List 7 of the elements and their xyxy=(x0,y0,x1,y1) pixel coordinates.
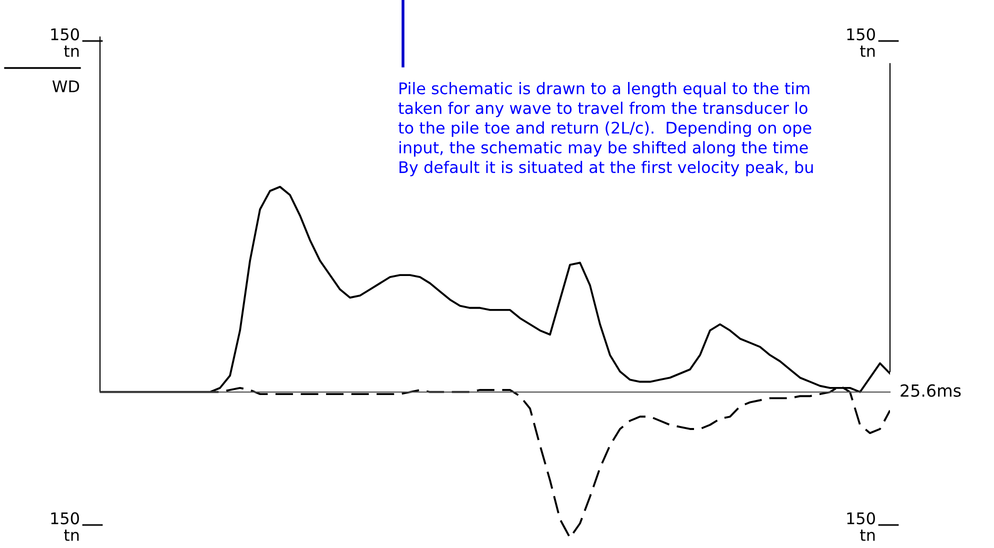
annotation: 150 tn xyxy=(847,512,875,541)
text: WD xyxy=(52,80,80,92)
text: 150 tn xyxy=(847,28,875,57)
text: 150 tn xyxy=(51,28,79,57)
text: Pile schematic is drawn to a length equal to the tim taken for any wave to travel from the transducer lo to the pile toe and return (2L/c). Depending on ope input, the schematic may be shifted along the time By default it is situated at the first velocity peak, bu xyxy=(398,82,813,176)
x-axis-title: 25.6ms xyxy=(900,384,961,397)
text: 150 tn xyxy=(51,512,79,541)
